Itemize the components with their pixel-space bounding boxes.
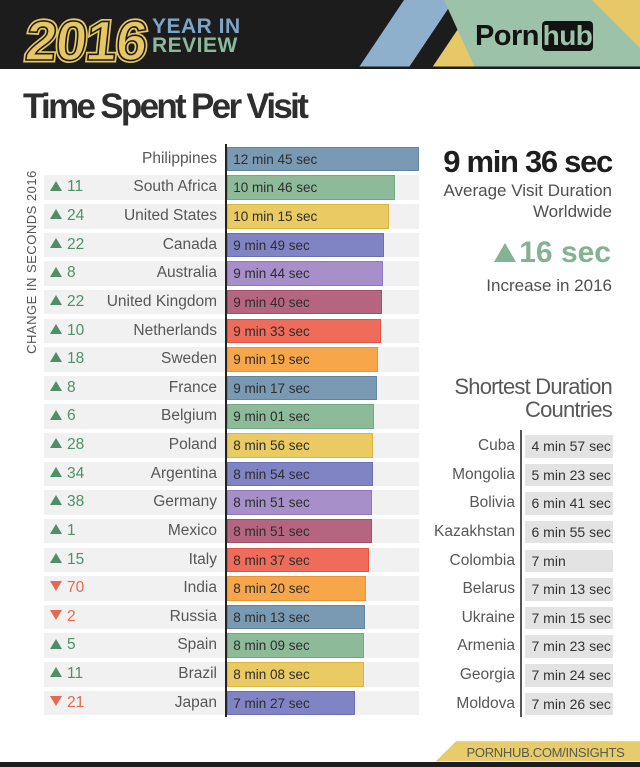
- svg-text:2016: 2016: [23, 9, 150, 69]
- svg-text:2016: 2016: [23, 9, 150, 69]
